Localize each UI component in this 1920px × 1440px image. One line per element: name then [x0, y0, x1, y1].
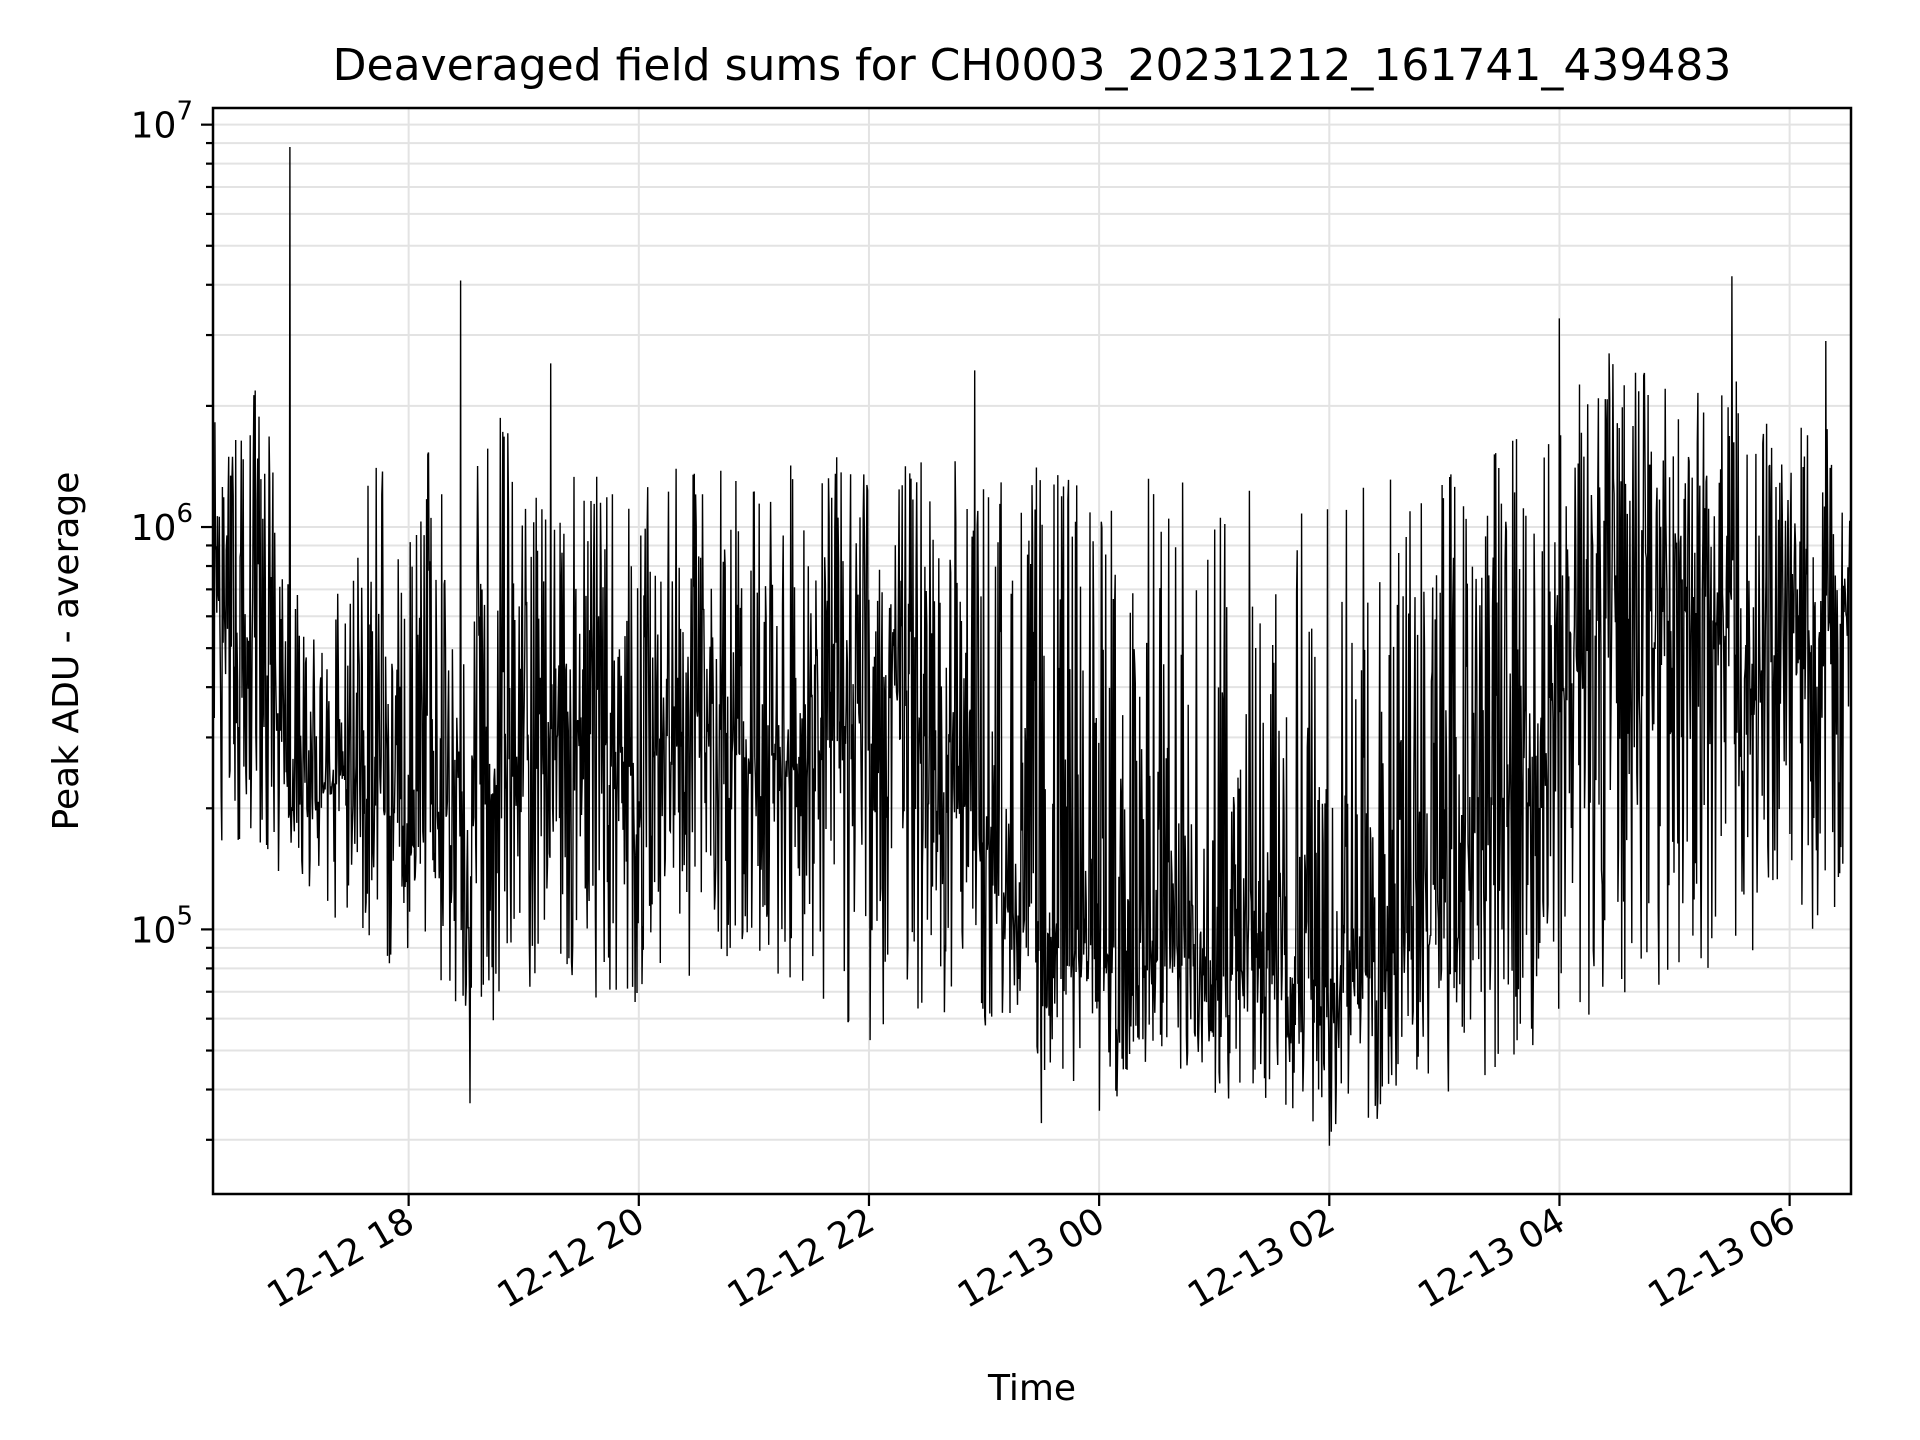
y-tick-label: 106 — [131, 499, 193, 549]
x-tick-label: 12-13 02 — [1181, 1200, 1342, 1316]
x-tick-label: 12-12 18 — [260, 1200, 421, 1316]
x-tick-label: 12-13 04 — [1411, 1200, 1572, 1316]
series-line — [212, 146, 1852, 1146]
x-tick-label: 12-12 20 — [491, 1200, 652, 1316]
x-tick-label: 12-13 00 — [951, 1200, 1112, 1316]
x-tick-label: 12-12 22 — [721, 1200, 882, 1316]
x-tick-label: 12-13 06 — [1641, 1200, 1802, 1316]
plot-frame — [211, 106, 1853, 1196]
y-axis-label: Peak ADU - average — [46, 472, 87, 831]
y-tick-label: 105 — [131, 901, 193, 951]
y-tick-label: 107 — [131, 97, 193, 147]
x-axis-label: Time — [987, 1368, 1076, 1409]
chart-title: Deaveraged field sums for CH0003_2023121… — [333, 40, 1732, 91]
